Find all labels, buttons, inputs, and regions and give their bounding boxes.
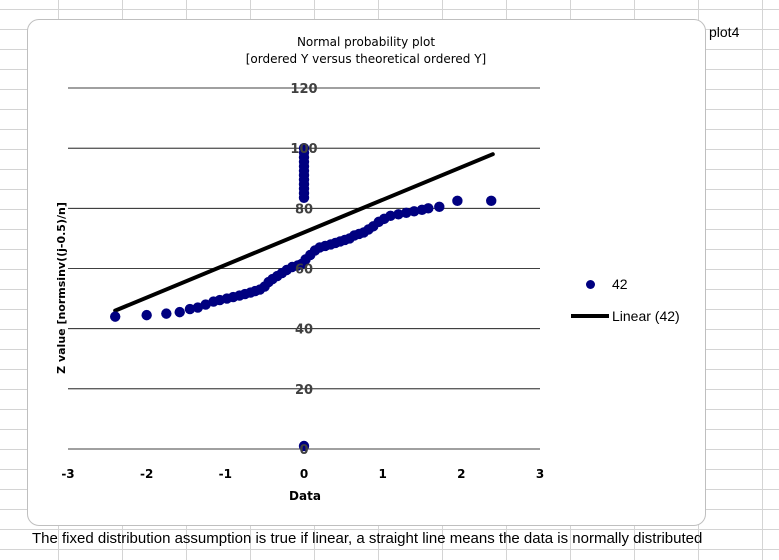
chart-title: Normal probability plot xyxy=(297,35,435,49)
trendline-layer xyxy=(113,152,495,313)
chart-subtitle: [ordered Y versus theoretical ordered Y] xyxy=(246,52,487,66)
data-point xyxy=(393,209,404,220)
data-point xyxy=(434,201,445,213)
chart-plot: 0 20 40 60 80 100 120 -3 -2 -1 0 1 2 3 Normal probabi… xyxy=(55,35,544,503)
caption-text: The fixed distribution assumption is tru… xyxy=(32,530,703,547)
y-tick-label: 60 xyxy=(295,263,313,278)
data-point xyxy=(298,142,310,154)
data-point xyxy=(385,210,396,222)
sheet-label: plot4 xyxy=(709,24,740,40)
legend-label: 42 xyxy=(612,276,628,292)
data-point xyxy=(192,302,203,313)
data-point xyxy=(200,299,211,310)
x-tick-label: -1 xyxy=(219,467,232,481)
legend-item-42[interactable]: 42 xyxy=(570,268,680,300)
legend-marker-icon xyxy=(570,279,610,289)
y-axis-label: Z value [normsinv((j-0.5)/n] xyxy=(55,202,68,374)
y-tick-label: 120 xyxy=(290,82,317,97)
y-tick-label: 80 xyxy=(295,202,313,217)
data-point xyxy=(298,440,310,452)
legend-item-linear[interactable]: Linear (42) xyxy=(570,300,680,332)
x-tick-label: 1 xyxy=(378,467,386,481)
chart-area[interactable]: 0 20 40 60 80 100 120 -3 -2 -1 0 1 2 3 Normal probabi… xyxy=(27,19,706,526)
y-tick-label: 20 xyxy=(295,383,313,398)
data-point xyxy=(486,195,497,207)
tick-labels: 0 20 40 60 80 100 120 -3 -2 -1 0 1 2 3 xyxy=(61,82,544,481)
y-tick-label: 40 xyxy=(295,323,313,338)
x-tick-label: -2 xyxy=(140,467,153,481)
legend-label: Linear (42) xyxy=(612,308,680,324)
y-tick-label: 0 xyxy=(299,443,308,458)
data-point xyxy=(174,306,185,318)
x-tick-label: 2 xyxy=(457,467,465,481)
x-axis-label: Data xyxy=(289,489,321,503)
data-point xyxy=(161,308,172,319)
trendline xyxy=(113,152,495,313)
y-tick-label: 100 xyxy=(290,142,317,157)
data-point xyxy=(110,311,121,322)
data-point xyxy=(423,203,434,214)
legend[interactable]: 42 Linear (42) xyxy=(570,268,680,332)
x-tick-label: 0 xyxy=(300,467,308,481)
legend-line-icon xyxy=(570,314,610,318)
data-point xyxy=(141,309,152,321)
data-point xyxy=(401,207,412,219)
data-point xyxy=(408,206,420,217)
data-point xyxy=(452,195,463,207)
x-tick-label: 3 xyxy=(536,467,544,481)
x-tick-label: -3 xyxy=(61,467,74,481)
data-points xyxy=(110,142,497,452)
data-point xyxy=(184,303,196,315)
